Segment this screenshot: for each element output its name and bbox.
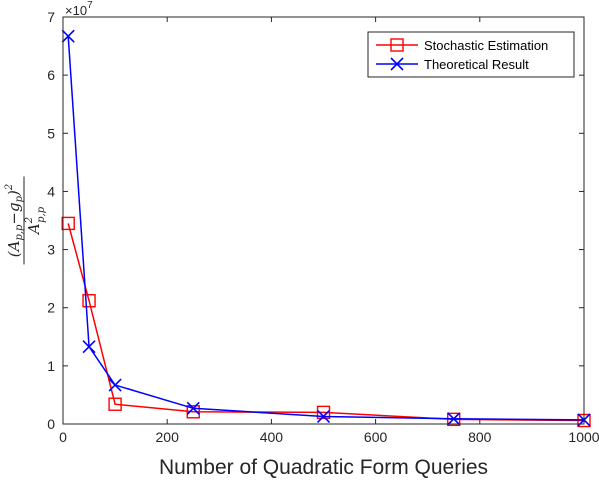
data-point-square — [82, 294, 96, 308]
y-tick-label: 3 — [47, 242, 55, 258]
data-point-x — [316, 409, 331, 424]
data-point-x — [61, 29, 75, 43]
y-tick-label: 5 — [47, 125, 55, 141]
y-tick-label: 1 — [47, 358, 55, 374]
x-tick-label: 200 — [156, 429, 180, 445]
y-tick-label: 7 — [47, 9, 55, 25]
series-layer — [61, 29, 591, 428]
y-multiplier-label: ×107 — [65, 0, 93, 18]
series-stochastic-estimation — [61, 216, 591, 428]
y-axis-label: (Ap,p−gp)2 A2p,p — [4, 176, 47, 265]
x-axis-label: Number of Quadratic Form Queries — [159, 456, 488, 479]
x-tick-label: 1000 — [568, 429, 599, 445]
data-point-x — [390, 57, 404, 71]
legend-label: Theoretical Result — [424, 57, 529, 72]
y-tick-label: 4 — [47, 183, 55, 199]
legend-label: Stochastic Estimation — [424, 38, 548, 53]
axes-layer: 0 200 400 600 800 1000 0 1 2 3 4 5 6 7 — [47, 9, 599, 445]
y-tick-label: 6 — [47, 67, 55, 83]
y-tick-label: 2 — [47, 300, 55, 316]
legend-item: Theoretical Result — [376, 57, 529, 72]
legend-item: Stochastic Estimation — [376, 38, 548, 53]
series-line — [67, 223, 585, 422]
x-tick-label: 400 — [260, 429, 284, 445]
y-tick-label: 0 — [47, 416, 55, 432]
data-point-x — [82, 340, 96, 354]
data-point-x — [447, 412, 461, 426]
y-axis-label-numerator: (Ap,p−gp)2 — [4, 184, 25, 257]
axes-box — [62, 16, 585, 425]
data-point-x — [108, 378, 122, 392]
data-point-square — [390, 38, 404, 52]
x-tick-label: 800 — [468, 429, 492, 445]
series-theoretical-result — [61, 29, 591, 427]
legend: Stochastic Estimation Theoretical Result — [367, 31, 575, 78]
data-point-square — [186, 405, 200, 419]
series-line — [67, 36, 585, 421]
data-point-x — [186, 401, 200, 415]
x-tick-label: 0 — [59, 429, 67, 445]
y-axis-label-denominator: A2p,p — [24, 206, 47, 236]
data-point-square — [108, 397, 122, 411]
data-point-square — [61, 216, 75, 231]
x-tick-label: 600 — [364, 429, 388, 445]
data-point-square — [316, 405, 331, 420]
